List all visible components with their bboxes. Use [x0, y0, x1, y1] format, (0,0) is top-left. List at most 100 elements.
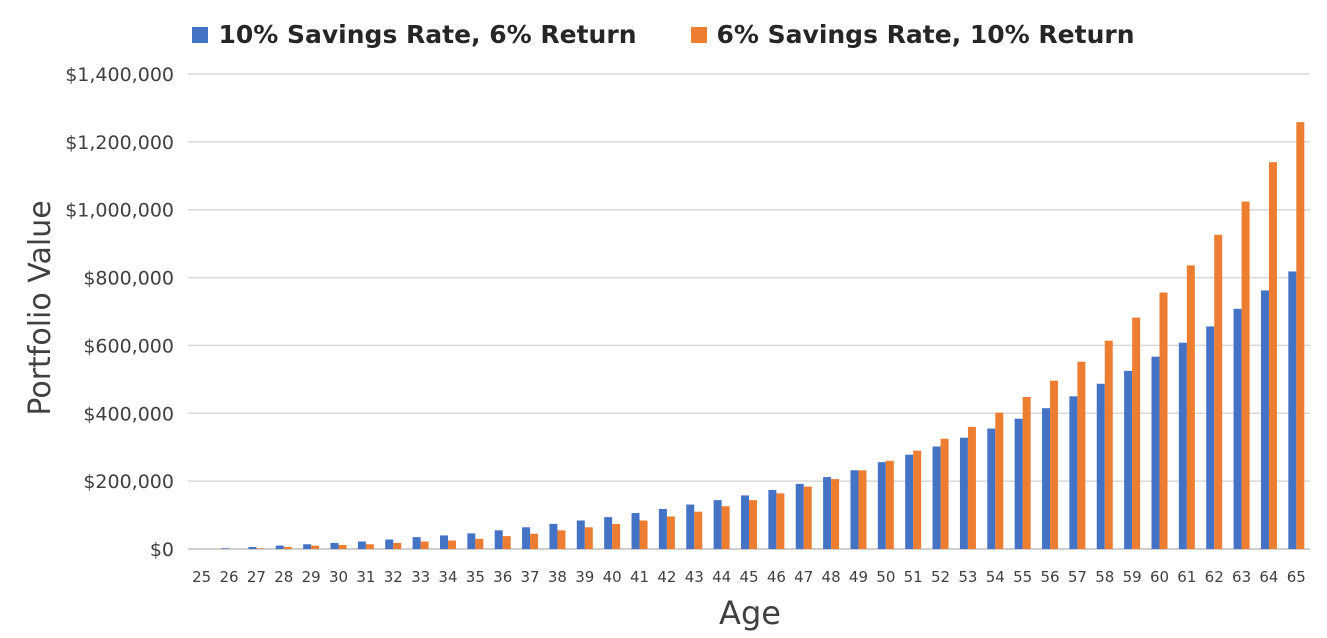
- bar-series-2: [1050, 380, 1059, 549]
- bar-series-1: [713, 500, 722, 549]
- x-tick-label: 37: [521, 568, 540, 586]
- bar-series-1: [1124, 370, 1133, 549]
- y-tick-label: $600,000: [83, 335, 174, 357]
- bar-series-2: [995, 412, 1004, 549]
- x-tick-label: 46: [767, 568, 786, 586]
- x-tick-label: 36: [493, 568, 512, 586]
- bar-series-1: [303, 544, 312, 549]
- bar-series-1: [330, 542, 339, 549]
- y-tick-label: $400,000: [83, 403, 174, 425]
- bar-series-1: [1233, 308, 1242, 549]
- bar-series-2: [1077, 361, 1086, 549]
- bar-series-1: [987, 428, 996, 549]
- bar-series-2: [831, 479, 840, 549]
- bar-series-2: [858, 470, 867, 549]
- bars: [221, 122, 1305, 550]
- x-tick-labels: 25 26 27 28 29 30 31 32 33 34 35 36 37 38 39 40 41 42 43 44…: [192, 568, 1306, 586]
- bar-series-1: [385, 539, 394, 549]
- legend-item-series-1: 10% Savings Rate, 6% Return: [192, 20, 637, 49]
- y-axis-title: Portfolio Value: [23, 200, 58, 415]
- bar-series-1: [1151, 356, 1160, 549]
- x-tick-label: 39: [575, 568, 594, 586]
- bar-series-2: [1186, 265, 1195, 549]
- y-tick-label: $0: [150, 539, 174, 561]
- bar-series-1: [412, 537, 421, 549]
- bar-series-2: [1268, 162, 1277, 549]
- bar-series-2: [612, 523, 621, 549]
- bar-series-1: [686, 504, 695, 549]
- bar-series-2: [283, 546, 292, 549]
- bar-series-2: [776, 493, 785, 549]
- x-tick-label: 41: [630, 568, 649, 586]
- bar-series-1: [275, 545, 284, 549]
- bar-series-1: [576, 520, 585, 549]
- x-tick-label: 64: [1259, 568, 1278, 586]
- x-tick-label: 28: [274, 568, 293, 586]
- bar-series-1: [768, 489, 777, 549]
- x-tick-label: 54: [986, 568, 1005, 586]
- legend-label-series-2: 6% Savings Rate, 10% Return: [716, 20, 1135, 49]
- bar-series-1: [823, 477, 832, 549]
- bar-series-1: [1178, 342, 1187, 549]
- bar-series-1: [1206, 326, 1215, 549]
- y-tick-label: $1,200,000: [65, 132, 174, 154]
- bar-series-2: [256, 548, 265, 549]
- legend-swatch-series-2: [690, 26, 707, 43]
- bar-series-1: [1260, 290, 1269, 549]
- y-tick-label: $200,000: [83, 471, 174, 493]
- x-tick-label: 48: [822, 568, 841, 586]
- x-tick-label: 44: [712, 568, 731, 586]
- bar-series-2: [584, 527, 593, 549]
- x-tick-label: 53: [958, 568, 977, 586]
- bar-series-1: [221, 548, 230, 549]
- bar-series-1: [741, 495, 749, 549]
- bar-series-1: [905, 454, 914, 549]
- x-tick-label: 38: [548, 568, 567, 586]
- bar-series-1: [877, 462, 886, 549]
- x-tick-label: 30: [329, 568, 348, 586]
- bar-series-2: [447, 540, 456, 549]
- x-tick-label: 33: [411, 568, 430, 586]
- y-tick-label: $800,000: [83, 268, 174, 290]
- bar-series-2: [502, 536, 511, 549]
- bar-series-1: [1096, 383, 1105, 549]
- x-tick-label: 50: [876, 568, 895, 586]
- x-tick-label: 57: [1068, 568, 1087, 586]
- legend-swatch-series-1: [192, 26, 209, 43]
- bar-series-1: [357, 541, 366, 549]
- bar-series-2: [885, 460, 894, 549]
- bar-series-1: [467, 533, 476, 549]
- bar-series-1: [494, 530, 503, 549]
- bar-series-1: [1069, 396, 1078, 549]
- x-tick-label: 34: [438, 568, 457, 586]
- bar-series-1: [631, 513, 640, 549]
- x-tick-label: 47: [794, 568, 813, 586]
- bar-series-1: [604, 517, 613, 549]
- bar-series-1: [795, 483, 804, 549]
- bar-series-1: [439, 535, 448, 549]
- bar-series-2: [557, 530, 566, 549]
- bar-series-2: [1022, 397, 1031, 549]
- bar-series-2: [420, 541, 429, 549]
- x-tick-label: 31: [356, 568, 375, 586]
- x-tick-label: 49: [849, 568, 868, 586]
- bar-series-2: [913, 450, 922, 549]
- bar-series-2: [475, 538, 484, 549]
- bar-series-1: [1288, 271, 1297, 549]
- x-tick-label: 56: [1040, 568, 1059, 586]
- legend-label-series-1: 10% Savings Rate, 6% Return: [218, 20, 637, 49]
- x-tick-label: 52: [931, 568, 950, 586]
- bar-series-2: [365, 544, 374, 549]
- x-tick-label: 35: [466, 568, 485, 586]
- x-tick-label: 29: [302, 568, 321, 586]
- x-tick-label: 65: [1287, 568, 1306, 586]
- bar-series-2: [530, 533, 539, 549]
- x-tick-label: 25: [192, 568, 211, 586]
- bar-series-2: [940, 438, 949, 549]
- x-tick-label: 32: [384, 568, 403, 586]
- x-tick-label: 45: [739, 568, 758, 586]
- bar-series-1: [549, 523, 558, 549]
- bar-series-2: [1104, 340, 1113, 549]
